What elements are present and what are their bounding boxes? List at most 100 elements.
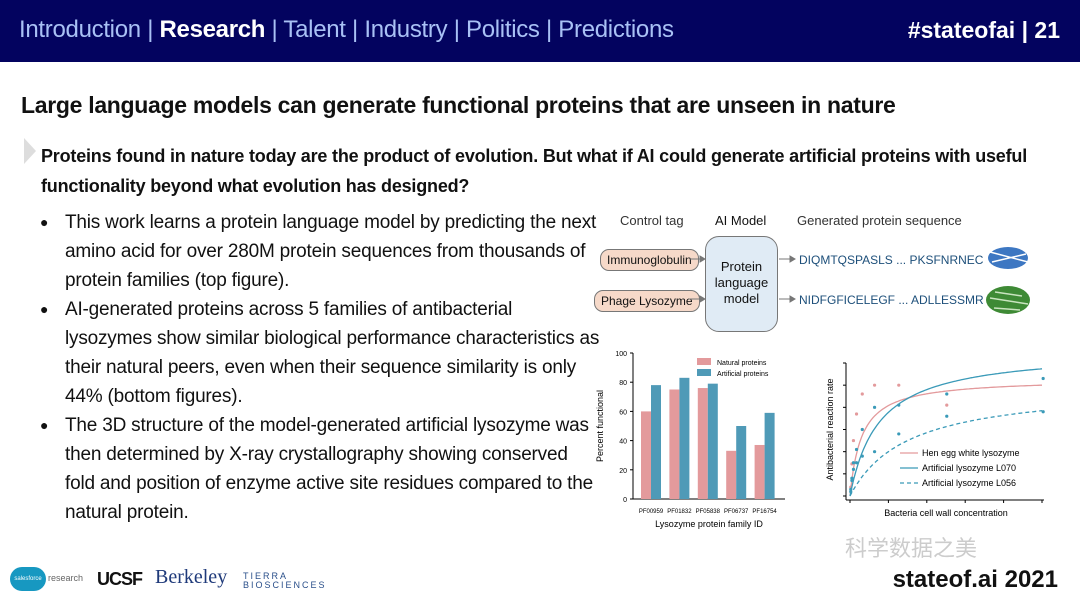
x-tick-label: PF00959 — [639, 509, 664, 515]
bullet-item: This work learns a protein language mode… — [40, 208, 600, 295]
bar-artificial-proteins — [679, 377, 690, 499]
legend-label: Artificial proteins — [717, 371, 769, 378]
legend-label: Natural proteins — [717, 360, 767, 367]
nav-separator: | — [539, 16, 559, 43]
data-point-artificial-lysozyme-l070 — [872, 405, 877, 409]
bar-chart-percent-functional: 0 20 40 60 80 100 PF00959 PF01832 PF05838 PF06737… — [595, 351, 785, 529]
data-point-artificial-lysozyme-l070 — [1041, 376, 1045, 381]
legend-label: Artificial lysozyme L070 — [922, 463, 1016, 473]
data-point-hen-egg-white-lysozyme — [860, 392, 864, 396]
nav-tab-introduction[interactable]: Introduction — [19, 16, 141, 43]
nav-separator: | — [140, 16, 160, 43]
lysozyme-structure-icon — [986, 286, 1030, 314]
nav-tab-research[interactable]: Research — [159, 16, 266, 43]
fit-curve-artificial-lysozyme-l070 — [849, 368, 1043, 497]
legend-swatch — [697, 358, 711, 365]
hashtag-page-number: #stateofai | 21 — [907, 17, 1060, 43]
bar-natural-proteins — [754, 444, 765, 499]
data-point-artificial-lysozyme-l070 — [854, 447, 859, 452]
data-point-artificial-lysozyme-l070 — [860, 427, 864, 432]
logo-ucsf: UCSF — [97, 569, 143, 589]
generated-sequence: DIQMTQSPASLS ... PKSFNRNEC — [799, 253, 984, 267]
legend-label: Hen egg white lysozyme — [922, 448, 1020, 458]
y-tick-label: 100 — [615, 351, 627, 358]
data-point-hen-egg-white-lysozyme — [897, 383, 901, 387]
y-tick-label: 0 — [623, 497, 627, 504]
fit-curve-artificial-lysozyme-l056 — [849, 410, 1043, 497]
data-point-artificial-lysozyme-l070 — [849, 487, 853, 491]
data-point-artificial-lysozyme-l056 — [851, 467, 856, 471]
x-tick-label: PF06737 — [724, 509, 749, 515]
data-point-artificial-lysozyme-l056 — [860, 454, 864, 458]
nav-tab-industry[interactable]: Industry — [364, 16, 448, 43]
triangle-marker-icon — [24, 138, 36, 164]
slide-subtitle: Proteins found in nature today are the p… — [41, 146, 1028, 196]
bar-natural-proteins — [726, 450, 737, 499]
bullet-item: The 3D structure of the model-generated … — [40, 411, 600, 527]
data-point-artificial-lysozyme-l056 — [1041, 410, 1045, 414]
nav-tab-politics[interactable]: Politics — [466, 16, 540, 43]
bar-natural-proteins — [669, 389, 680, 499]
fit-curve-hen-egg-white-lysozyme — [849, 384, 1042, 497]
legend-label: Artificial lysozyme L056 — [922, 478, 1016, 488]
x-axis-label: Bacteria cell wall concentration — [884, 508, 1008, 518]
data-point-artificial-lysozyme-l056 — [945, 414, 949, 418]
logo-berkeley: Berkeley — [155, 566, 228, 588]
data-point-artificial-lysozyme-l056 — [897, 432, 901, 436]
x-tick-label: PF01832 — [667, 509, 692, 515]
header-bar: Introduction | Research | Talent | Indus… — [0, 0, 1080, 62]
diagram-col-model: AI Model — [715, 213, 767, 228]
line-chart-reaction-rate: Hen egg white lysozyme Artificial lysozym… — [825, 362, 1045, 518]
nav-separator: | — [265, 16, 284, 43]
data-point-artificial-lysozyme-l070 — [851, 461, 856, 465]
logo-salesforce: salesforce — [10, 567, 46, 591]
x-tick-label: PF05838 — [696, 509, 721, 515]
logo-tierra: TIERRA BIOSCIENCES — [243, 571, 327, 590]
brand-footer: stateof.ai 2021 — [892, 566, 1058, 593]
bar-artificial-proteins — [764, 412, 775, 499]
data-point-artificial-lysozyme-l056 — [850, 478, 854, 483]
data-point-artificial-lysozyme-l056 — [854, 461, 859, 465]
y-axis-label: Percent functional — [595, 390, 605, 462]
y-tick-label: 20 — [619, 468, 627, 475]
protein-language-model-box: Protein language model — [705, 236, 778, 332]
data-point-artificial-lysozyme-l056 — [872, 450, 877, 454]
control-tag-immunoglobulin: Immunoglobulin — [600, 249, 699, 271]
data-point-artificial-lysozyme-l056 — [849, 489, 853, 494]
y-axis-label: Antibacterial reaction rate — [825, 378, 835, 480]
data-point-hen-egg-white-lysozyme — [854, 412, 859, 416]
slide-title: Large language models can generate funct… — [21, 92, 896, 118]
data-point-hen-egg-white-lysozyme — [851, 438, 856, 443]
x-axis-label: Lysozyme protein family ID — [655, 519, 763, 529]
bar-natural-proteins — [697, 388, 708, 499]
bar-artificial-proteins — [651, 385, 661, 499]
y-tick-label: 80 — [619, 380, 627, 387]
bar-artificial-proteins — [736, 426, 747, 499]
x-tick-label: PF16754 — [752, 509, 777, 515]
immunoglobulin-structure-icon — [988, 247, 1029, 269]
diagram-col-control: Control tag — [620, 213, 684, 228]
nav-separator: | — [447, 16, 466, 43]
data-point-artificial-lysozyme-l070 — [897, 403, 901, 407]
data-point-artificial-lysozyme-l070 — [850, 476, 854, 480]
y-tick-label: 40 — [619, 439, 627, 446]
data-point-hen-egg-white-lysozyme — [945, 403, 949, 407]
nav-tab-talent[interactable]: Talent — [283, 16, 346, 43]
bullet-item: AI-generated proteins across 5 families … — [40, 295, 600, 411]
control-tag-phage-lysozyme: Phage Lysozyme — [594, 290, 700, 312]
data-point-artificial-lysozyme-l070 — [945, 392, 949, 396]
bar-artificial-proteins — [707, 383, 718, 499]
diagram-col-sequence: Generated protein sequence — [797, 213, 962, 228]
legend-swatch — [697, 369, 711, 376]
data-point-hen-egg-white-lysozyme — [872, 383, 877, 387]
bar-natural-proteins — [641, 411, 651, 499]
bullet-list: This work learns a protein language mode… — [40, 208, 600, 527]
y-tick-label: 60 — [619, 409, 627, 416]
nav-tab-predictions[interactable]: Predictions — [558, 16, 674, 43]
nav-separator: | — [345, 16, 365, 43]
generated-sequence: NIDFGFICELEGF ... ADLLESSMR — [799, 293, 984, 307]
watermark: 科学数据之美 — [845, 536, 978, 561]
section-nav: Introduction | Research | Talent | Indus… — [19, 16, 674, 44]
logo-salesforce-research: research — [48, 573, 84, 583]
